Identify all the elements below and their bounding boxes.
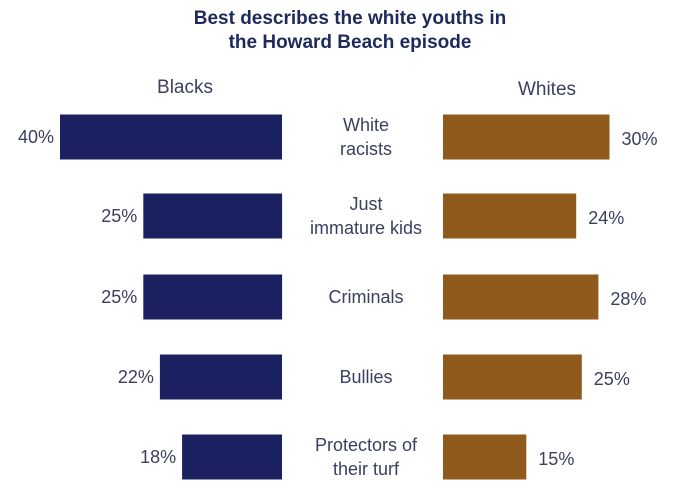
data-label-blacks: 25% [101,206,137,226]
series-label-whites: Whites [518,79,576,100]
data-label-whites: 24% [588,208,624,228]
category-label: immature kids [310,218,422,238]
category-row: 25% 28% Criminals [101,274,646,320]
data-label-whites: 15% [538,449,574,469]
bar-whites [443,434,527,480]
bar-whites [443,114,610,160]
category-label: Bullies [339,367,392,387]
data-label-whites: 28% [610,289,646,309]
category-row: 22% 25% Bullies [118,354,630,400]
bar-whites [443,354,582,400]
bar-blacks [182,434,282,480]
data-label-blacks: 40% [18,127,54,147]
chart-title-line: Best describes the white youths in [194,8,507,29]
category-row: 18% 15% Protectors of their turf [140,434,574,480]
category-label: White [343,115,389,135]
bar-blacks [143,274,283,320]
bar-blacks [60,114,282,160]
category-row: 40% 30% White racists [18,114,658,160]
data-label-blacks: 25% [101,287,137,307]
category-label: racists [340,139,392,159]
category-label: their turf [333,459,400,479]
chart-title-line: the Howard Beach episode [229,32,472,53]
bar-blacks [143,193,283,239]
category-label: Protectors of [315,435,418,455]
category-label: Just [349,194,382,214]
bar-whites [443,193,577,239]
data-label-blacks: 22% [118,367,154,387]
data-label-whites: 25% [594,369,630,389]
data-label-whites: 30% [622,129,658,149]
data-label-blacks: 18% [140,447,176,467]
bar-blacks [159,354,282,400]
bar-whites [443,274,599,320]
category-row: 25% 24% Just immature kids [101,193,624,239]
series-label-blacks: Blacks [157,77,213,98]
category-label: Criminals [328,287,403,307]
chart-title: Best describes the white youths in the Ho… [194,8,507,53]
